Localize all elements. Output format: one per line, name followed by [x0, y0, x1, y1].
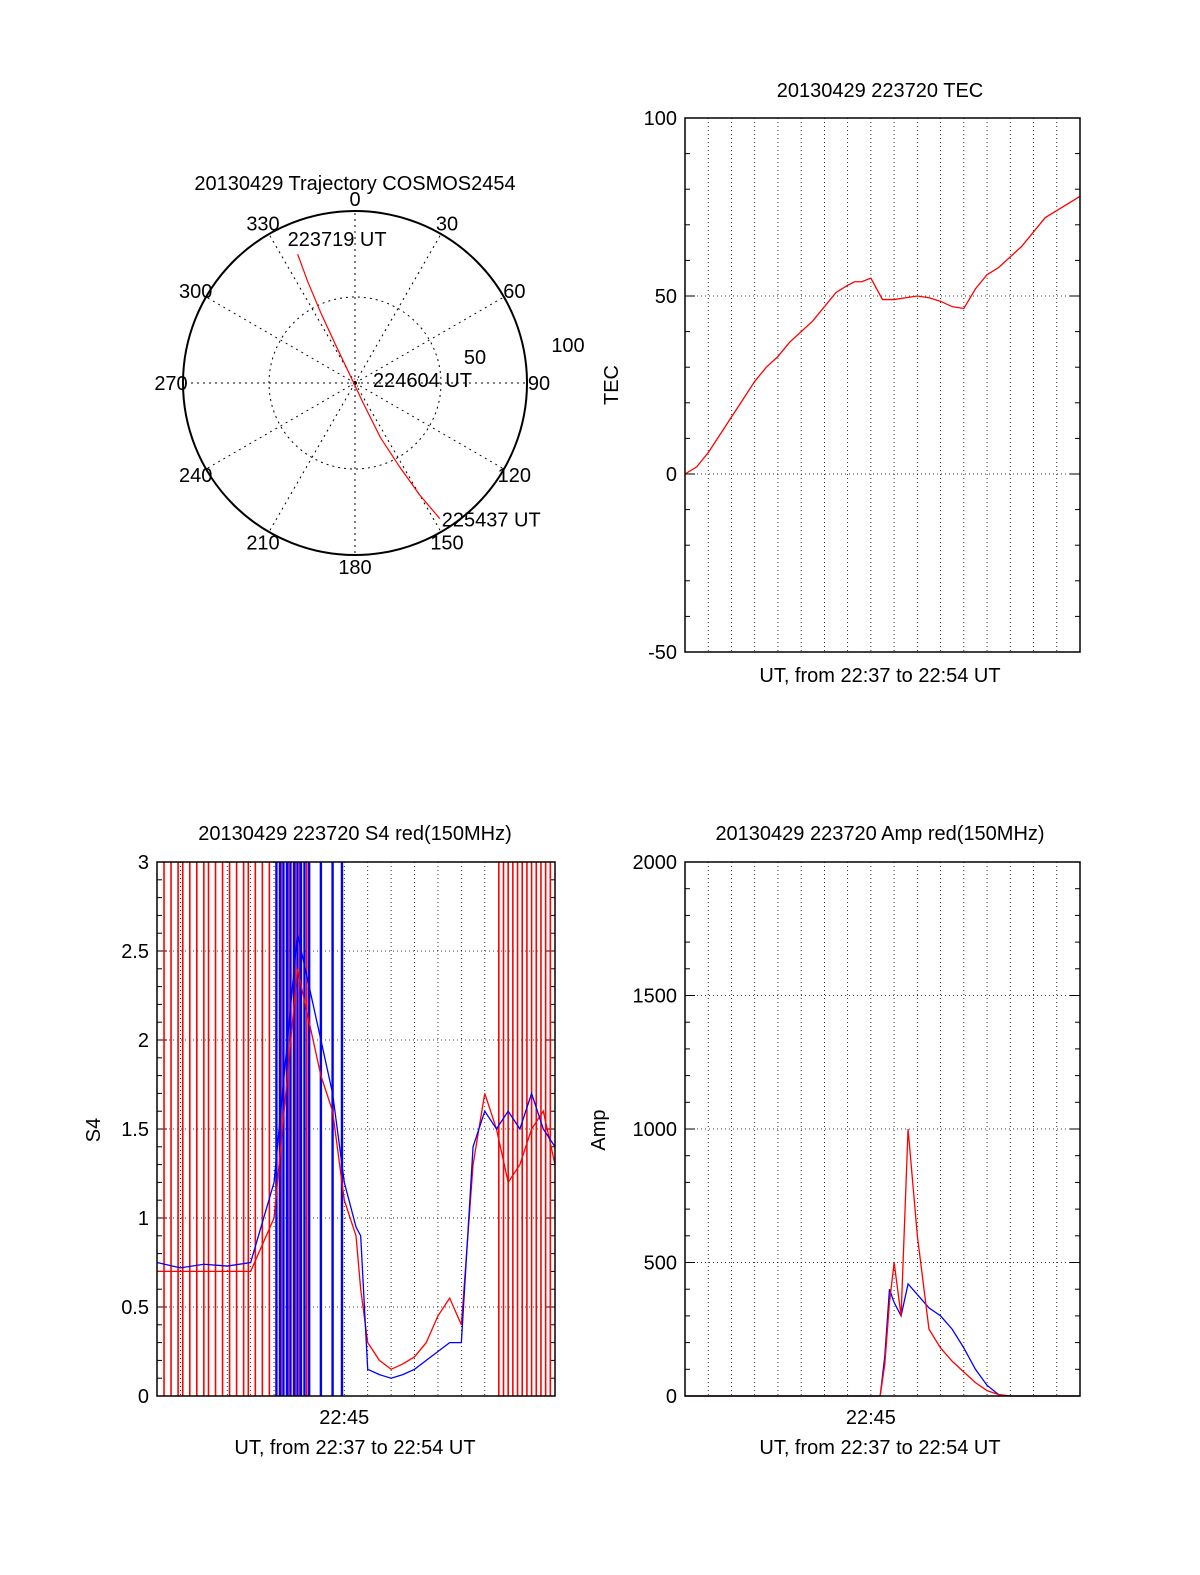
amp-chart-title: 20130429 223720 Amp red(150MHz): [715, 823, 1044, 845]
amp-chart: 20130429 223720 Amp red(150MHz) UT, from…: [588, 823, 1081, 1459]
trajectory-time-label: 224604 UT: [373, 370, 472, 392]
amp-y-axis-label: Amp: [588, 1109, 610, 1150]
y-tick-label: 2: [138, 1030, 149, 1052]
y-tick-label: 2000: [633, 852, 678, 874]
trajectory-time-label: 225437 UT: [442, 510, 541, 532]
tec-plot-area: -50 0 50 100: [644, 108, 1081, 664]
polar-azimuth-label: 180: [338, 557, 371, 579]
y-tick-label: 1.5: [121, 1119, 149, 1141]
s4-chart: 20130429 223720 S4 red(150MHz) UT, from …: [83, 823, 556, 1459]
polar-azimuth-label: 120: [498, 465, 531, 487]
plot-frame: [684, 117, 1081, 653]
trajectory-annotations: 223719 UT 224604 UT 225437 UT: [288, 229, 541, 532]
series-line-red: [157, 968, 556, 1371]
series-line-blue: [685, 1282, 1080, 1397]
polar-azimuth-label: 60: [503, 281, 525, 303]
y-tick-label: 0: [138, 1386, 149, 1408]
x-tick-label: 22:45: [846, 1407, 896, 1429]
polar-azimuth-label: 0: [349, 189, 360, 211]
y-tick-label: 0: [666, 464, 677, 486]
polar-ring-label: 50: [464, 347, 486, 369]
polar-azimuth-label: 330: [246, 214, 279, 236]
y-tick-label: 3: [138, 852, 149, 874]
y-tick-label: 1: [138, 1208, 149, 1230]
s4-x-axis-label: UT, from 22:37 to 22:54 UT: [234, 1437, 475, 1459]
polar-spoke: [268, 233, 356, 384]
s4-plot-area: 0 0.5 1 1.5 2 2.5 3 22:45: [121, 852, 556, 1429]
polar-azimuth-label: 210: [246, 532, 279, 554]
trajectory-polar-chart: 20130429 Trajectory COSMOS2454 0 30 60 90 12…: [154, 173, 584, 579]
series-line-blue: [156, 933, 556, 1379]
y-tick-label: 500: [644, 1253, 677, 1275]
polar-azimuth-label: 270: [154, 373, 187, 395]
polar-spoke: [354, 382, 505, 470]
tec-y-axis-label: TEC: [601, 365, 623, 405]
polar-spoke: [205, 296, 356, 384]
y-tick-label: -50: [648, 642, 677, 664]
amp-x-axis-label: UT, from 22:37 to 22:54 UT: [759, 1437, 1000, 1459]
polar-grid: [182, 210, 528, 556]
polar-spoke: [354, 233, 442, 384]
amp-plot-area: 0 500 1000 1500 2000 22:45: [633, 852, 1081, 1429]
polar-azimuth-label: 240: [179, 465, 212, 487]
polar-spoke: [354, 382, 442, 533]
plot-frame: [156, 861, 556, 1397]
y-tick-label: 0.5: [121, 1297, 149, 1319]
trajectory-chart-title: 20130429 Trajectory COSMOS2454: [194, 173, 515, 195]
x-tick-label: 22:45: [319, 1407, 369, 1429]
y-tick-label: 1500: [633, 986, 678, 1008]
y-tick-label: 100: [644, 108, 677, 130]
series-line-red: [685, 1128, 1080, 1397]
polar-azimuth-label: 30: [436, 214, 458, 236]
polar-azimuth-labels: 0 30 60 90 120 150 180 210 240 270 300 330 50 100: [154, 189, 584, 579]
polar-spoke: [354, 296, 505, 384]
y-tick-label: 0: [666, 1386, 677, 1408]
trajectory-track: [297, 253, 441, 520]
polar-outer-ring: [182, 210, 528, 556]
tec-chart-title: 20130429 223720 TEC: [777, 80, 983, 102]
trajectory-time-label: 223719 UT: [288, 229, 387, 251]
y-tick-label: 50: [655, 286, 677, 308]
polar-azimuth-label: 90: [528, 373, 550, 395]
polar-ring-label: 100: [551, 335, 584, 357]
polar-azimuth-label: 150: [430, 532, 463, 554]
trajectory-line: [297, 253, 441, 520]
tec-x-axis-label: UT, from 22:37 to 22:54 UT: [759, 665, 1000, 687]
plot-frame: [684, 861, 1081, 1397]
s4-y-axis-label: S4: [83, 1118, 105, 1142]
polar-spoke: [205, 382, 356, 470]
s4-chart-title: 20130429 223720 S4 red(150MHz): [198, 823, 512, 845]
tec-chart: 20130429 223720 TEC UT, from 22:37 to 22…: [601, 80, 1081, 687]
polar-spoke: [268, 382, 356, 533]
y-tick-label: 1000: [633, 1119, 678, 1141]
y-tick-label: 2.5: [121, 941, 149, 963]
series-line-0: [684, 195, 1081, 475]
polar-azimuth-label: 300: [179, 281, 212, 303]
